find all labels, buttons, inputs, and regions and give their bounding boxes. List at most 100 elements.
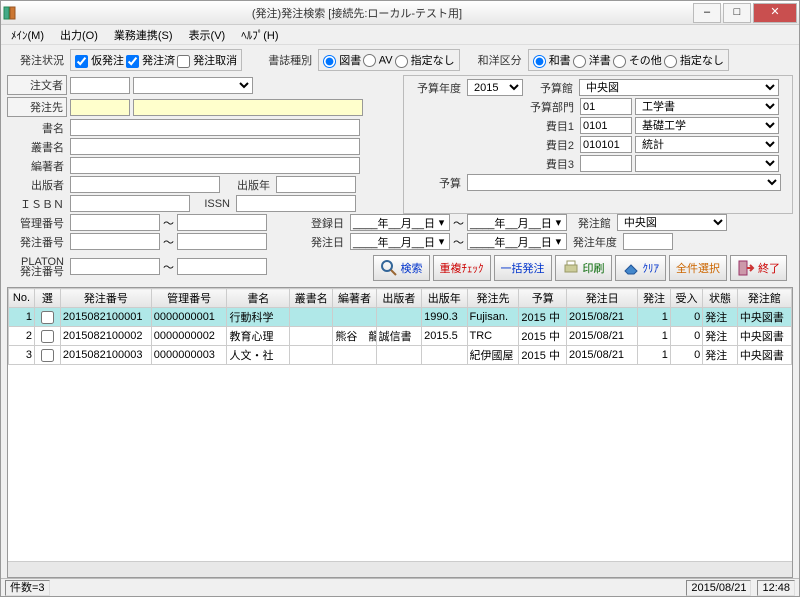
col-header[interactable]: 選 <box>34 289 60 308</box>
col-header[interactable]: 発注日 <box>567 289 638 308</box>
col-header[interactable]: 発注番号 <box>60 289 151 308</box>
yosankan-select[interactable]: 中央図 <box>579 79 779 96</box>
menu-view[interactable]: 表示(V) <box>183 25 232 45</box>
hacchunum-from[interactable] <box>70 233 160 250</box>
hacchubi-from[interactable]: ____年__月__日▾ <box>350 233 450 250</box>
dropdown-icon[interactable]: ▾ <box>436 216 447 229</box>
himoku3-select[interactable] <box>635 155 779 172</box>
platon-label: PLATON 発注番号 <box>7 257 67 277</box>
table-row[interactable]: 120150821000010000000001行動科学1990.3Fujisa… <box>9 308 792 327</box>
close-button[interactable]: ✕ <box>753 3 797 23</box>
search-button[interactable]: 検索 <box>373 255 430 281</box>
platon-from[interactable] <box>70 258 160 275</box>
menu-biz[interactable]: 業務連携(S) <box>108 25 179 45</box>
hacchunum-to[interactable] <box>177 233 267 250</box>
chk-kari[interactable]: 仮発注 <box>75 52 124 68</box>
rdo-wa[interactable]: 和書 <box>533 52 571 68</box>
col-header[interactable]: 出版年 <box>422 289 467 308</box>
minimize-button[interactable]: – <box>693 3 721 23</box>
himoku1-code[interactable] <box>580 117 632 134</box>
end-button[interactable]: 終了 <box>730 255 787 281</box>
row-checkbox[interactable] <box>41 311 54 324</box>
col-header[interactable]: 予算 <box>519 289 567 308</box>
henchosha-label: 編著者 <box>7 158 67 174</box>
chumonsha-label: 注文者 <box>7 75 67 95</box>
shomei-input[interactable] <box>70 119 360 136</box>
soshomei-label: 叢書名 <box>7 139 67 155</box>
hacchukan-select[interactable]: 中央図 <box>617 214 727 231</box>
dup-button[interactable]: 重複ﾁｪｯｸ <box>433 255 491 281</box>
maximize-button[interactable]: □ <box>723 3 751 23</box>
rdo-tosho[interactable]: 図書 <box>323 52 361 68</box>
clear-button[interactable]: ｸﾘｱ <box>615 255 667 281</box>
col-header[interactable]: 発注 <box>638 289 670 308</box>
dropdown-icon[interactable]: ▾ <box>553 216 564 229</box>
hacchunendo-label: 発注年度 <box>570 234 620 250</box>
issn-label: ISSN <box>193 198 233 210</box>
col-header[interactable]: 出版者 <box>376 289 421 308</box>
dropdown-icon[interactable]: ▾ <box>553 235 564 248</box>
kanri-from[interactable] <box>70 214 160 231</box>
himoku2-select[interactable]: 統計 <box>635 136 779 153</box>
shuppannen-input[interactable] <box>276 176 356 193</box>
chumonsha-select[interactable] <box>133 77 253 94</box>
print-button[interactable]: 印刷 <box>555 255 612 281</box>
isbn-input[interactable] <box>70 195 190 212</box>
row-checkbox[interactable] <box>41 349 54 362</box>
dropdown-icon[interactable]: ▾ <box>436 235 447 248</box>
rdo-none2[interactable]: 指定なし <box>664 52 724 68</box>
row-checkbox[interactable] <box>41 330 54 343</box>
rdo-av[interactable]: AV <box>363 54 392 67</box>
menu-main[interactable]: ﾒｲﾝ(M) <box>5 25 50 45</box>
himoku2-label: 費目2 <box>527 137 577 153</box>
table-row[interactable]: 320150821000030000000003人文・社紀伊國屋2015 中20… <box>9 346 792 365</box>
touroku-to[interactable]: ____年__月__日▾ <box>467 214 567 231</box>
hacchubi-to[interactable]: ____年__月__日▾ <box>467 233 567 250</box>
nendo-select[interactable]: 2015 <box>467 79 523 96</box>
table-row[interactable]: 220150821000020000000002教育心理熊谷 龍誠信書2015.… <box>9 327 792 346</box>
touroku-label: 登録日 <box>303 215 347 231</box>
hscrollbar[interactable] <box>8 561 792 577</box>
chumonsha-code[interactable] <box>70 77 130 94</box>
kanri-to[interactable] <box>177 214 267 231</box>
himoku3-code[interactable] <box>580 155 632 172</box>
col-header[interactable]: No. <box>9 289 35 308</box>
bumon-select[interactable]: 工学書 <box>635 98 779 115</box>
soshomei-input[interactable] <box>70 138 360 155</box>
app-icon <box>3 5 19 21</box>
yosan-select[interactable] <box>467 174 781 191</box>
issn-input[interactable] <box>236 195 356 212</box>
col-header[interactable]: 編著者 <box>333 289 376 308</box>
himoku2-code[interactable] <box>580 136 632 153</box>
platon-to[interactable] <box>177 258 267 275</box>
batch-button[interactable]: 一括発注 <box>494 255 552 281</box>
shoshi-group: 図書 AV 指定なし <box>318 49 459 71</box>
result-grid[interactable]: No.選発注番号管理番号書名叢書名編著者出版者出版年発注先予算発注日発注受入状態… <box>7 287 793 578</box>
col-header[interactable]: 発注館 <box>737 289 791 308</box>
hacchunendo-input[interactable] <box>623 233 673 250</box>
col-header[interactable]: 叢書名 <box>290 289 333 308</box>
selall-button[interactable]: 全件選択 <box>669 255 727 281</box>
menu-output[interactable]: 出力(O) <box>54 25 104 45</box>
col-header[interactable]: 書名 <box>227 289 290 308</box>
col-header[interactable]: 発注先 <box>467 289 519 308</box>
bumon-code[interactable] <box>580 98 632 115</box>
hacchusaki-code[interactable] <box>70 99 130 116</box>
wayo-group: 和書 洋書 その他 指定なし <box>528 49 729 71</box>
rdo-yo[interactable]: 洋書 <box>573 52 611 68</box>
touroku-from[interactable]: ____年__月__日▾ <box>350 214 450 231</box>
chk-sumi[interactable]: 発注済 <box>126 52 175 68</box>
shuppansha-input[interactable] <box>70 176 220 193</box>
status-label: 発注状況 <box>7 52 67 68</box>
menu-help[interactable]: ﾍﾙﾌﾟ(H) <box>235 25 284 45</box>
status-count: 件数=3 <box>5 580 50 596</box>
rdo-none1[interactable]: 指定なし <box>395 52 455 68</box>
col-header[interactable]: 受入 <box>670 289 702 308</box>
col-header[interactable]: 管理番号 <box>151 289 227 308</box>
hacchusaki-name[interactable] <box>133 99 363 116</box>
col-header[interactable]: 状態 <box>703 289 738 308</box>
rdo-other[interactable]: その他 <box>613 52 662 68</box>
henchosha-input[interactable] <box>70 157 360 174</box>
chk-torikeshi[interactable]: 発注取消 <box>177 52 237 68</box>
himoku1-select[interactable]: 基礎工学 <box>635 117 779 134</box>
